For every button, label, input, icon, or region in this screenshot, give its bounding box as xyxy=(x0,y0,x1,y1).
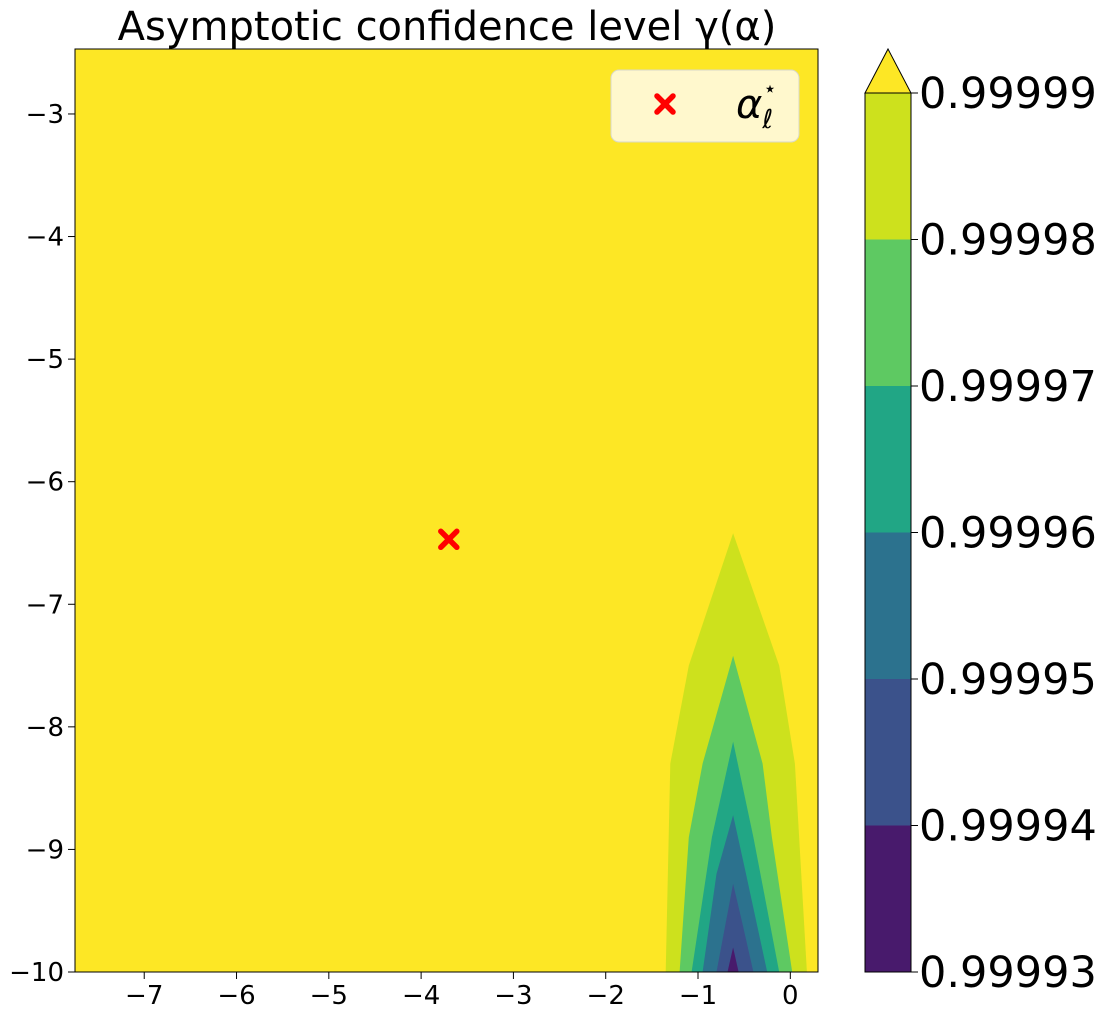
legend-box xyxy=(610,69,800,143)
y-tick-label: −8 xyxy=(26,713,64,743)
colorbar-tick-label: 0.99995 xyxy=(919,655,1097,705)
legend-marker xyxy=(654,93,676,115)
colorbar-band-2 xyxy=(865,532,911,679)
plot-frame xyxy=(74,48,819,973)
chart-title: Asymptotic confidence level γ(α) xyxy=(118,4,777,50)
x-tick-label: −3 xyxy=(494,981,532,1011)
legend-label: αℓ ⋆ xyxy=(736,77,777,135)
y-tick-label: −6 xyxy=(26,468,64,498)
colorbar-tick-label: 0.99996 xyxy=(919,509,1097,559)
contour-band-5 xyxy=(727,947,739,972)
legend-label-main: α xyxy=(736,82,762,128)
colorbar-tick-label: 0.99999 xyxy=(919,69,1097,119)
alpha-star-marker xyxy=(438,528,460,551)
x-tick-label: −5 xyxy=(310,981,348,1011)
y-tick-label: −4 xyxy=(26,223,64,253)
contour-band-4 xyxy=(716,883,754,972)
legend: αℓ ⋆ xyxy=(610,69,800,143)
colorbar-tick-label: 0.99994 xyxy=(919,802,1097,852)
axes-layer: −7 −6 −5 −4 −3 −2 −1 0−3−4−5−6−7−8−9−10 xyxy=(9,48,819,1011)
legend-marker-x xyxy=(654,93,676,115)
colorbar: 0.99993 0.99994 0.99995 0.99996 0.99997 0.999… xyxy=(864,47,1097,998)
colorbar-tick-label: 0.99993 xyxy=(919,948,1097,998)
y-tick-label: −10 xyxy=(9,958,64,988)
colorbar-band-5 xyxy=(865,93,911,240)
colorbar-band-1 xyxy=(865,679,911,826)
x-tick-label: −1 xyxy=(679,981,717,1011)
y-tick-label: −3 xyxy=(26,100,64,130)
colorbar-band-0 xyxy=(865,825,911,972)
legend-label-sub: ℓ xyxy=(761,105,773,135)
x-tick-label: −4 xyxy=(402,981,440,1011)
x-tick-label: 0 xyxy=(782,981,799,1011)
x-tick-label: −7 xyxy=(125,981,163,1011)
colorbar-band-4 xyxy=(865,239,911,386)
x-tick-label: −6 xyxy=(217,981,255,1011)
marker-layer xyxy=(438,528,460,551)
colorbar-tick-label: 0.99998 xyxy=(919,216,1097,266)
legend-label-sup: ⋆ xyxy=(763,77,777,102)
x-tick-label: −2 xyxy=(587,981,625,1011)
y-tick-label: −7 xyxy=(26,590,64,620)
colorbar-extend-max xyxy=(864,47,912,94)
y-tick-label: −5 xyxy=(26,345,64,375)
colorbar-band-3 xyxy=(865,386,911,533)
y-tick-label: −9 xyxy=(26,835,64,865)
contour-fill-layer xyxy=(75,49,818,972)
colorbar-tick-label: 0.99997 xyxy=(919,362,1097,412)
